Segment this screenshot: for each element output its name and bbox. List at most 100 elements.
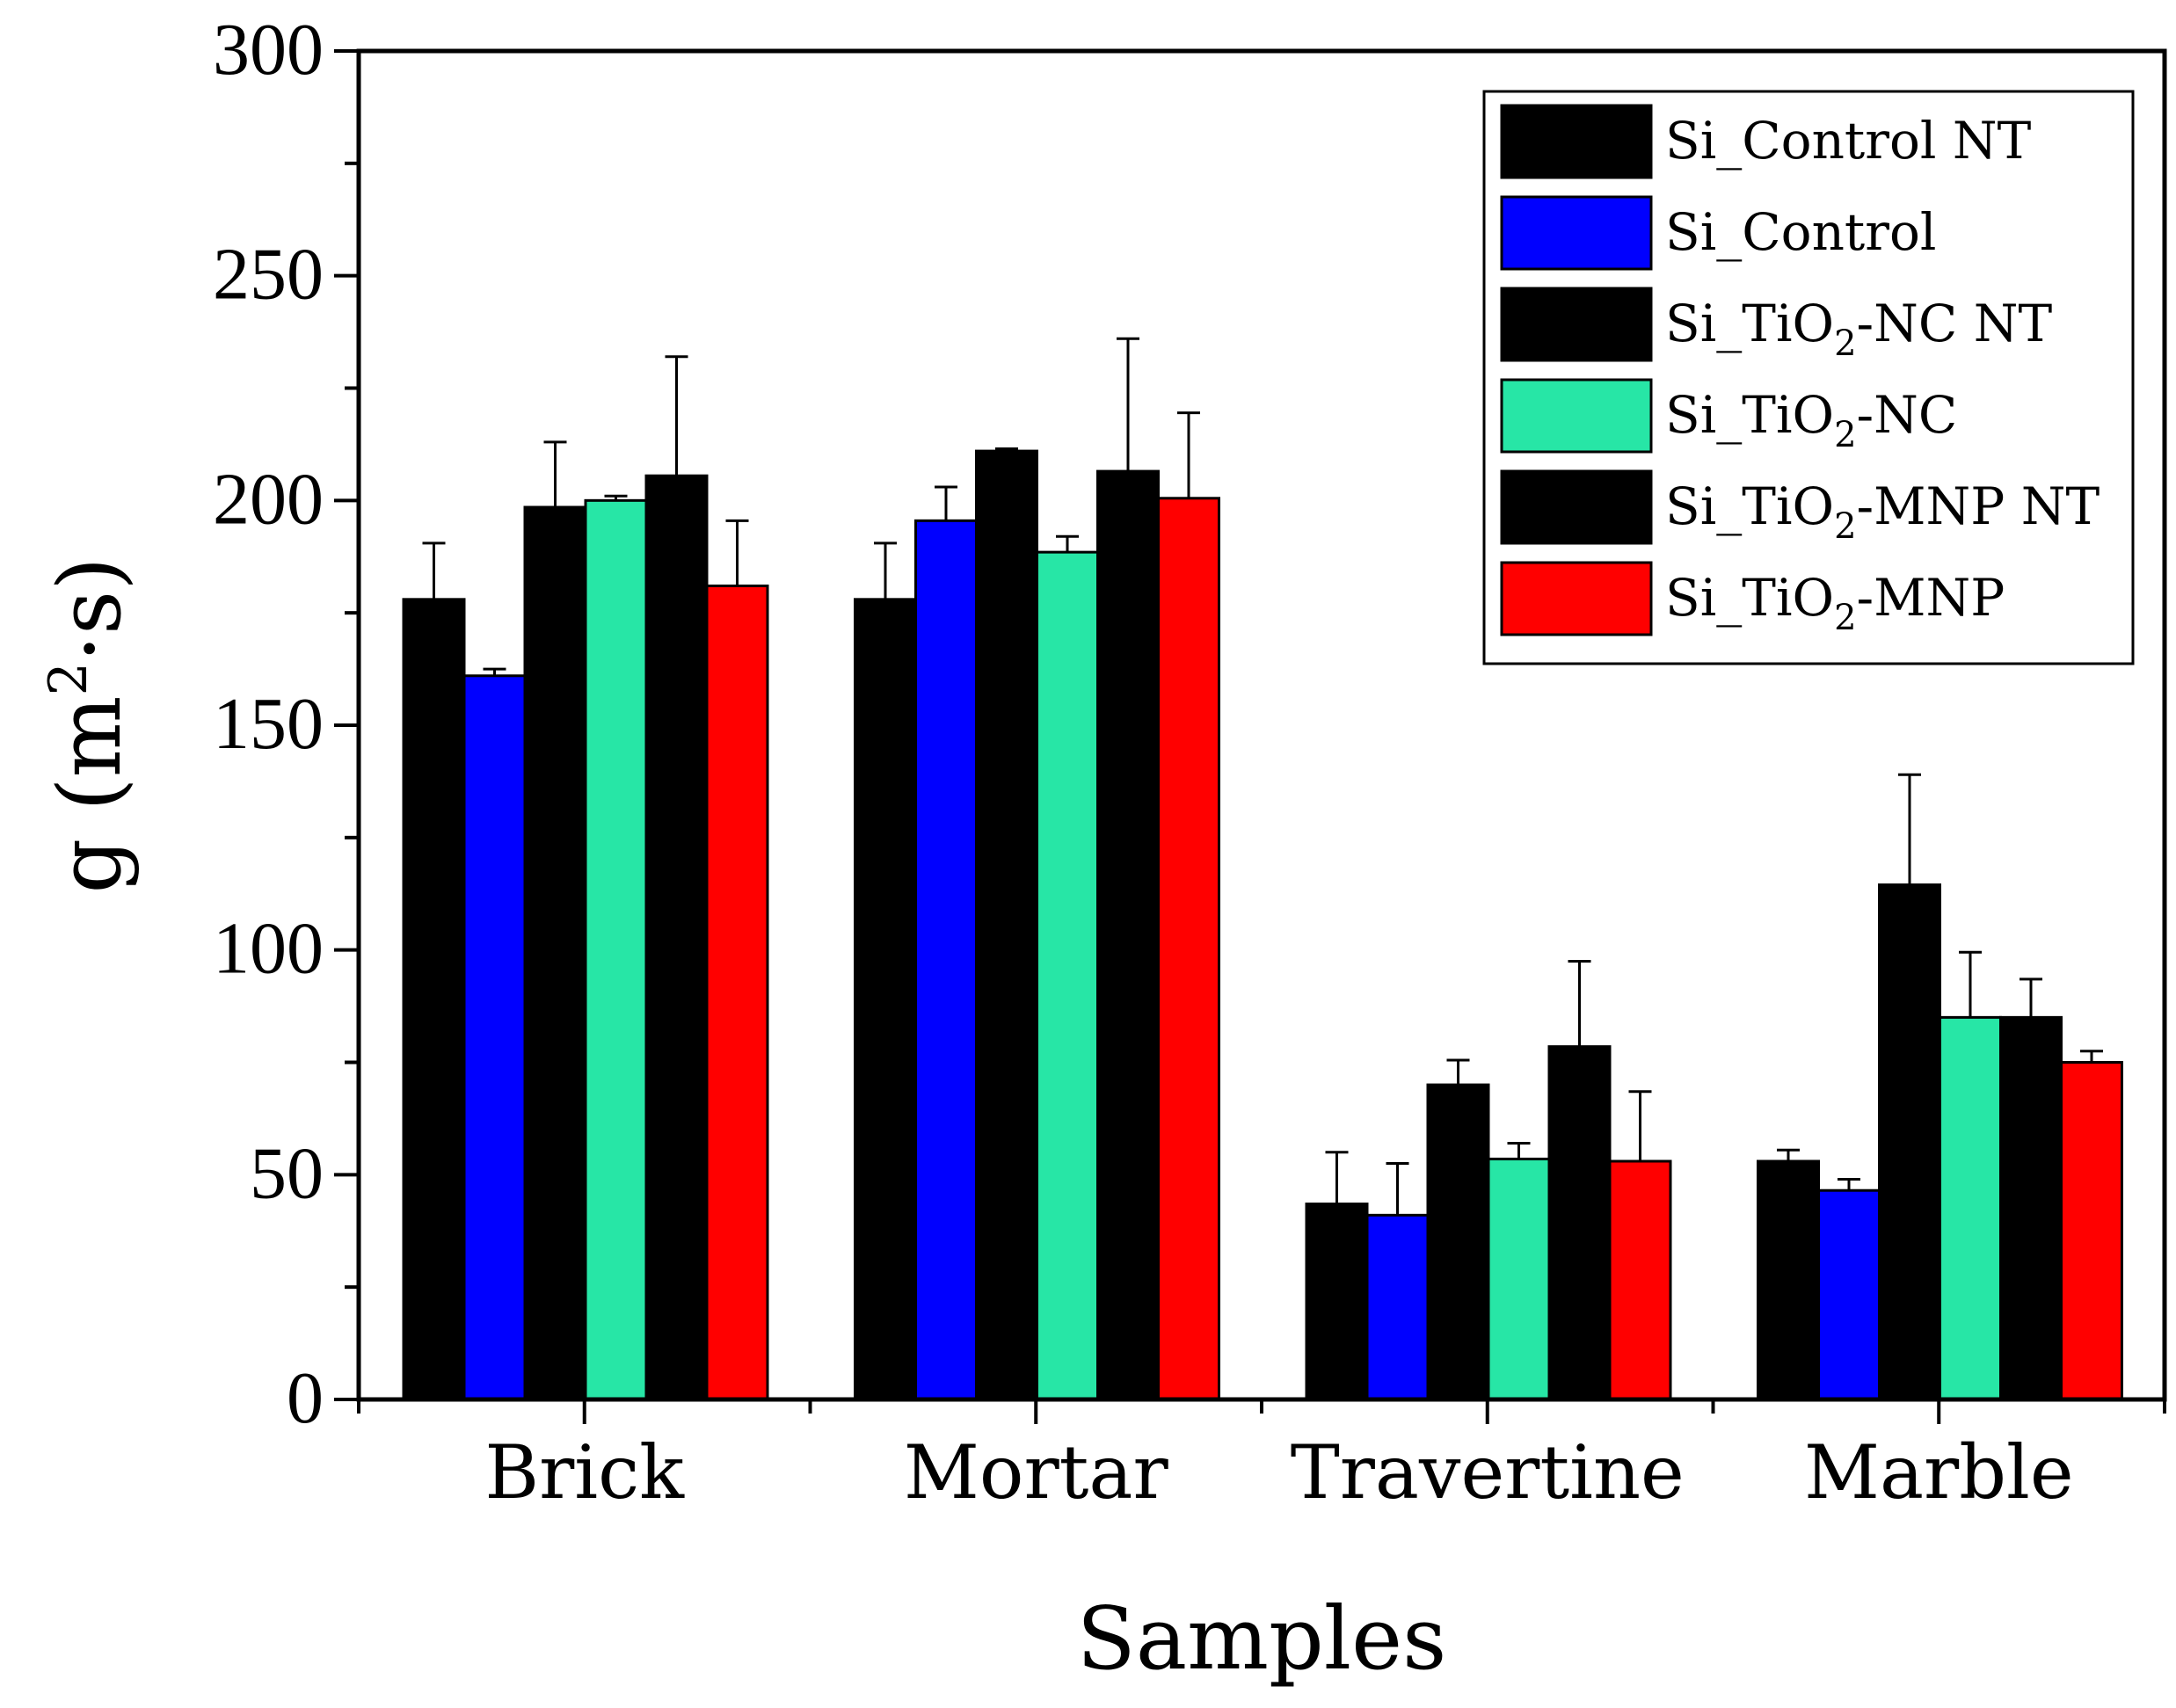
error-bars-layer xyxy=(422,337,2103,1216)
error-bar-marble-s5 xyxy=(2080,1050,2103,1063)
error-bar-mortar-s5 xyxy=(1177,411,1200,498)
y-axis-title: g (m2·s) xyxy=(38,557,141,894)
legend-label-base: Si_Control xyxy=(1665,202,1936,262)
y-axis-title-main: g (m xyxy=(40,695,141,893)
bar-marble-s0 xyxy=(1757,1159,1820,1401)
legend-label-base: Si_Control NT xyxy=(1665,111,2032,171)
legend-swatch xyxy=(1500,469,1653,545)
bar-mortar-s2 xyxy=(975,449,1038,1401)
legend-item-s0: Si_Control NT xyxy=(1500,104,2032,179)
legend-swatch xyxy=(1500,104,1653,179)
error-bar-travertine-s0 xyxy=(1325,1151,1349,1204)
legend-label-base: Si_TiO xyxy=(1665,476,1834,536)
error-bar-mortar-s3 xyxy=(1056,534,1079,553)
error-bar-brick-s5 xyxy=(725,519,749,586)
error-bar-travertine-s2 xyxy=(1446,1058,1470,1086)
error-bar-marble-s0 xyxy=(1777,1148,1800,1161)
y-tick-label: 250 xyxy=(213,234,324,316)
x-tick-label-mortar: Mortar xyxy=(904,1429,1169,1515)
y-tick-label: 200 xyxy=(213,458,324,540)
error-bar-mortar-s0 xyxy=(874,541,897,600)
bar-marble-s1 xyxy=(1817,1188,1881,1401)
bar-travertine-s5 xyxy=(1608,1159,1672,1401)
y-tick-label: 0 xyxy=(287,1357,324,1439)
bar-marble-s5 xyxy=(2060,1061,2123,1401)
error-bar-brick-s4 xyxy=(665,355,688,476)
bar-mortar-s4 xyxy=(1096,469,1160,1401)
legend-label: Si_TiO2-NC xyxy=(1665,385,1957,455)
legend-label-subscript: 2 xyxy=(1834,598,1856,638)
bar-mortar-s5 xyxy=(1157,497,1220,1401)
x-axis-title: Samples xyxy=(1077,1589,1447,1690)
bar-brick-s0 xyxy=(402,598,466,1401)
axis-titles: Samples g (m2·s) xyxy=(38,557,1446,1690)
legend-swatch xyxy=(1500,561,1653,636)
legend-item-s5: Si_TiO2-MNP xyxy=(1500,561,2005,638)
error-bar-brick-s3 xyxy=(604,494,628,501)
error-bar-brick-s0 xyxy=(422,541,446,600)
error-bar-mortar-s4 xyxy=(1117,337,1139,472)
legend-swatch xyxy=(1500,378,1653,454)
bar-travertine-s4 xyxy=(1547,1045,1612,1401)
bar-marble-s3 xyxy=(1939,1015,2002,1401)
y-tick-label: 300 xyxy=(213,9,324,91)
error-bar-travertine-s5 xyxy=(1628,1090,1652,1161)
bar-marble-s2 xyxy=(1878,883,1941,1401)
legend-label-tail: -NC xyxy=(1857,385,1958,445)
error-bar-brick-s2 xyxy=(543,440,567,508)
x-tick-label-travertine: Travertine xyxy=(1291,1429,1685,1515)
error-bar-marble-s1 xyxy=(1838,1177,1860,1191)
legend-label: Si_TiO2-NC NT xyxy=(1665,294,2052,364)
bar-travertine-s1 xyxy=(1365,1213,1430,1401)
legend-label-tail: -MNP xyxy=(1857,568,2005,628)
bar-mortar-s3 xyxy=(1036,550,1099,1401)
error-bar-mortar-s2 xyxy=(995,447,1018,452)
y-tick-label: 50 xyxy=(250,1132,324,1214)
legend-label-subscript: 2 xyxy=(1834,415,1856,455)
legend-label: Si_Control NT xyxy=(1665,111,2032,171)
legend-label-base: Si_TiO xyxy=(1665,294,1834,353)
error-bar-brick-s1 xyxy=(483,667,506,676)
legend-swatch xyxy=(1500,195,1653,271)
ticks-layer: 0 50 100 150 200 250 300 Brick Mortar Travertine M… xyxy=(213,9,2166,1515)
bar-mortar-s1 xyxy=(914,519,978,1401)
bar-brick-s5 xyxy=(705,584,769,1401)
bar-travertine-s2 xyxy=(1426,1083,1490,1401)
legend-label: Si_TiO2-MNP NT xyxy=(1665,476,2100,547)
y-axis-title-superscript: 2 xyxy=(38,662,99,695)
legend-item-s4: Si_TiO2-MNP NT xyxy=(1500,469,2100,547)
legend-label-tail: -MNP NT xyxy=(1857,476,2100,536)
legend-label-base: Si_TiO xyxy=(1665,568,1834,628)
bar-travertine-s3 xyxy=(1487,1157,1551,1401)
legend-label: Si_Control xyxy=(1665,202,1936,262)
legend-label-subscript: 2 xyxy=(1834,323,1856,364)
error-bar-travertine-s3 xyxy=(1507,1142,1531,1159)
legend-item-s1: Si_Control xyxy=(1500,195,1936,271)
bar-brick-s2 xyxy=(523,505,587,1401)
legend-label: Si_TiO2-MNP xyxy=(1665,568,2005,638)
y-axis-title-tail: ·s) xyxy=(40,557,141,663)
bar-marble-s4 xyxy=(1999,1015,2063,1401)
legend-label-tail: -NC NT xyxy=(1857,294,2053,353)
y-tick-label: 100 xyxy=(213,908,324,990)
legend-label-base: Si_TiO xyxy=(1665,385,1834,445)
x-tick-label-marble: Marble xyxy=(1804,1429,2074,1515)
legend-item-s2: Si_TiO2-NC NT xyxy=(1500,287,2052,364)
bar-brick-s4 xyxy=(644,474,709,1401)
x-tick-label-brick: Brick xyxy=(484,1429,685,1515)
legend-swatch xyxy=(1500,287,1653,362)
bar-travertine-s0 xyxy=(1305,1203,1369,1401)
error-bar-travertine-s4 xyxy=(1568,959,1591,1047)
error-bar-travertine-s1 xyxy=(1386,1162,1409,1216)
error-bar-marble-s3 xyxy=(1959,950,1982,1018)
y-tick-label: 150 xyxy=(213,683,324,765)
bar-mortar-s0 xyxy=(854,598,917,1401)
bar-brick-s1 xyxy=(462,674,527,1401)
y-axis-title-text: g (m2·s) xyxy=(38,557,141,894)
error-bar-marble-s4 xyxy=(2020,978,2042,1018)
bar-brick-s3 xyxy=(584,498,648,1401)
error-bar-marble-s2 xyxy=(1898,773,1921,885)
